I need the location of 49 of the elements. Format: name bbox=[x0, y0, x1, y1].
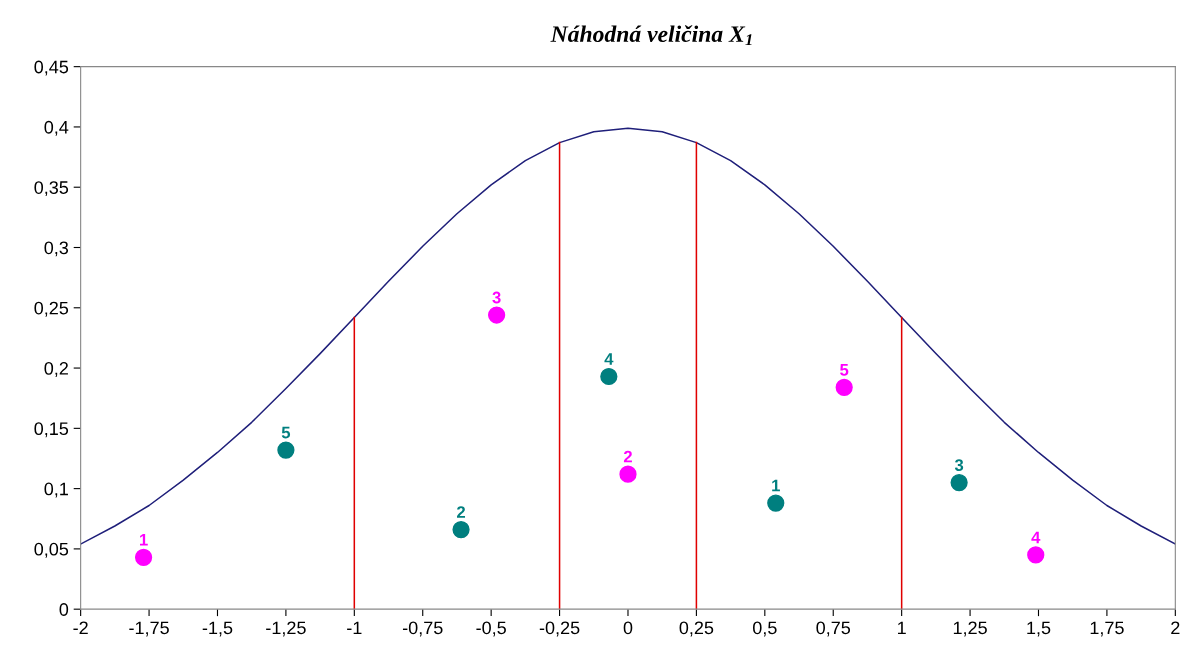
x-tick-label: -0,5 bbox=[476, 621, 506, 637]
annotation: 5 bbox=[281, 426, 291, 439]
y-tick-label: 0,25 bbox=[34, 301, 69, 317]
x-tick-label: -0,75 bbox=[402, 621, 443, 637]
annotation: 2 bbox=[456, 506, 466, 518]
x-tick-label: -0,25 bbox=[539, 621, 580, 637]
point bbox=[277, 441, 295, 459]
point bbox=[950, 473, 968, 492]
y-tick-label: 0,2 bbox=[44, 361, 68, 377]
x-tick-label: 1,5 bbox=[1027, 621, 1051, 637]
x-tick-label: -1,25 bbox=[266, 621, 306, 637]
annotation: 3 bbox=[954, 459, 964, 471]
x-tick-label: 0 bbox=[623, 621, 633, 635]
y-tick-label: 0,3 bbox=[44, 241, 69, 257]
x-tick-label: -2 bbox=[73, 621, 88, 635]
annotation: 2 bbox=[623, 450, 632, 463]
x-tick-label: 0,5 bbox=[752, 621, 777, 637]
chart-title: Náhodná veličina X$_{1}$ bbox=[550, 25, 752, 46]
y-tick-label: 0,15 bbox=[34, 422, 69, 438]
x-tick-label: 0,25 bbox=[679, 621, 714, 637]
point bbox=[1027, 546, 1045, 564]
y-tick-label: 0,45 bbox=[34, 60, 69, 76]
x-tick-label: -1,75 bbox=[129, 621, 169, 637]
y-tick-label: 0,1 bbox=[44, 482, 68, 498]
x-tick-label: 1,25 bbox=[953, 621, 987, 637]
point bbox=[619, 465, 637, 483]
x-tick-label: 2 bbox=[1171, 621, 1180, 635]
annotation: 5 bbox=[840, 364, 849, 376]
point bbox=[835, 378, 853, 396]
x-tick-label: 1 bbox=[898, 621, 906, 635]
annotation: 4 bbox=[1031, 531, 1041, 544]
point bbox=[452, 520, 470, 539]
x-tick-label: 1,75 bbox=[1090, 621, 1124, 637]
point bbox=[488, 306, 506, 324]
y-tick-label: 0,05 bbox=[34, 542, 69, 558]
x-tick-label: -1,5 bbox=[202, 621, 233, 637]
y-tick-label: 0 bbox=[59, 603, 69, 616]
annotation: 1 bbox=[772, 479, 780, 492]
y-tick-label: 0,4 bbox=[44, 120, 69, 136]
point bbox=[600, 367, 618, 386]
point bbox=[134, 548, 153, 566]
annotation: 1 bbox=[140, 534, 148, 546]
line-series bbox=[80, 127, 1176, 545]
x-tick-label: -1 bbox=[347, 621, 362, 635]
x-tick-label: 0,75 bbox=[816, 621, 851, 637]
annotation: 4 bbox=[604, 353, 614, 365]
y-tick-label: 0,35 bbox=[34, 181, 69, 197]
point bbox=[767, 494, 785, 512]
annotation: 3 bbox=[492, 291, 501, 304]
